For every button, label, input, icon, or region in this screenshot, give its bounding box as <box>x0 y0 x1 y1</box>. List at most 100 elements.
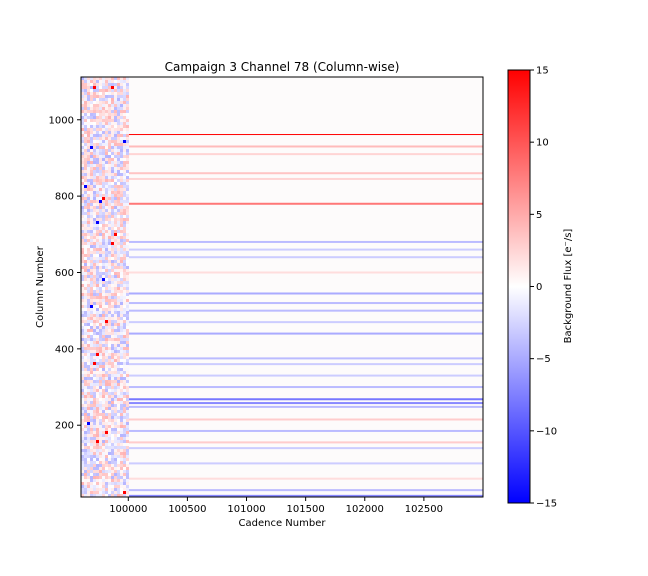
noise-cell <box>111 92 114 95</box>
noise-cell <box>90 317 93 320</box>
noise-cell <box>93 128 96 131</box>
noise-cell <box>114 485 117 488</box>
noise-cell <box>120 149 123 152</box>
noise-cell <box>117 161 120 164</box>
noise-cell <box>84 107 87 110</box>
noise-cell <box>81 389 84 392</box>
noise-cell <box>114 287 117 290</box>
noise-cell <box>120 230 123 233</box>
noise-cell <box>105 143 108 146</box>
noise-cell <box>111 254 114 257</box>
noise-cell <box>114 422 117 425</box>
noise-cell <box>84 200 87 203</box>
noise-cell <box>90 308 93 311</box>
noise-cell <box>81 224 84 227</box>
noise-cell <box>123 458 126 461</box>
noise-cell <box>123 245 126 248</box>
noise-cell <box>108 140 111 143</box>
noise-cell <box>93 206 96 209</box>
noise-cell <box>84 89 87 92</box>
noise-cell <box>81 251 84 254</box>
noise-cell <box>102 449 105 452</box>
noise-cell <box>117 221 120 224</box>
noise-cell <box>96 302 99 305</box>
noise-cell <box>108 332 111 335</box>
noise-cell <box>120 173 123 176</box>
noise-cell <box>120 458 123 461</box>
noise-cell <box>81 200 84 203</box>
noise-cell <box>123 167 126 170</box>
column-band <box>128 248 483 251</box>
noise-cell <box>96 167 99 170</box>
noise-cell <box>84 128 87 131</box>
noise-cell <box>96 266 99 269</box>
noise-cell <box>99 458 102 461</box>
noise-cell <box>126 269 129 272</box>
noise-cell <box>126 422 129 425</box>
noise-cell <box>99 338 102 341</box>
noise-cell <box>114 440 117 443</box>
noise-cell <box>120 299 123 302</box>
noise-cell <box>87 494 90 497</box>
noise-cell <box>84 173 87 176</box>
noise-cell <box>81 176 84 179</box>
noise-cell <box>93 170 96 173</box>
noise-cell <box>99 311 102 314</box>
noise-cell <box>105 482 108 485</box>
noise-cell <box>105 146 108 149</box>
noise-cell <box>99 470 102 473</box>
noise-cell <box>96 107 99 110</box>
noise-cell <box>117 494 120 497</box>
noise-cell <box>84 308 87 311</box>
noise-cell <box>123 479 126 482</box>
noise-cell <box>120 371 123 374</box>
noise-cell <box>111 152 114 155</box>
noise-cell <box>87 440 90 443</box>
noise-cell <box>126 374 129 377</box>
noise-cell <box>90 293 93 296</box>
noise-cell <box>108 359 111 362</box>
noise-cell <box>117 236 120 239</box>
noise-cell <box>108 314 111 317</box>
noise-cell <box>99 479 102 482</box>
noise-cell <box>126 347 129 350</box>
noise-cell <box>120 182 123 185</box>
noise-cell <box>81 230 84 233</box>
noise-cell <box>99 224 102 227</box>
colorbar-tick-label: 0 <box>536 282 542 293</box>
noise-cell <box>111 143 114 146</box>
noise-cell <box>111 134 114 137</box>
noise-cell <box>108 392 111 395</box>
noise-cell <box>90 284 93 287</box>
noise-cell <box>102 434 105 437</box>
noise-cell <box>126 113 129 116</box>
noise-cell <box>105 140 108 143</box>
noise-cell <box>93 248 96 251</box>
noise-cell <box>123 263 126 266</box>
noise-cell <box>123 359 126 362</box>
noise-cell <box>117 395 120 398</box>
noise-cell <box>120 464 123 467</box>
noise-cell <box>102 452 105 455</box>
noise-cell <box>96 116 99 119</box>
noise-cell <box>84 401 87 404</box>
noise-cell <box>99 221 102 224</box>
noise-cell <box>123 272 126 275</box>
noise-cell <box>111 446 114 449</box>
noise-cell <box>108 245 111 248</box>
noise-cell <box>93 326 96 329</box>
noise-cell <box>84 404 87 407</box>
noise-cell <box>90 383 93 386</box>
noise-cell <box>126 191 129 194</box>
noise-cell <box>90 164 93 167</box>
noise-cell <box>81 158 84 161</box>
noise-cell <box>87 380 90 383</box>
noise-cell <box>87 137 90 140</box>
noise-cell <box>120 314 123 317</box>
noise-cell <box>87 116 90 119</box>
noise-cell <box>99 95 102 98</box>
noise-cell <box>114 341 117 344</box>
noise-cell <box>93 110 96 113</box>
noise-cell <box>120 455 123 458</box>
noise-cell <box>87 212 90 215</box>
